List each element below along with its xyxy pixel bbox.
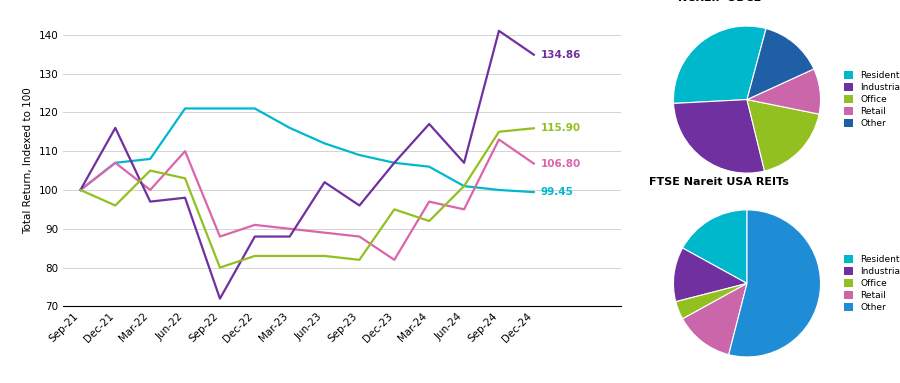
Text: 134.86: 134.86 — [541, 50, 581, 60]
Title: NCREIF ODCE: NCREIF ODCE — [678, 0, 761, 3]
Wedge shape — [747, 29, 814, 100]
Wedge shape — [682, 210, 747, 283]
Wedge shape — [673, 248, 747, 302]
Wedge shape — [673, 100, 764, 173]
Wedge shape — [676, 283, 747, 319]
Legend: Residential, Industrial, Office, Retail, Other: Residential, Industrial, Office, Retail,… — [843, 70, 900, 129]
Legend: Residential, Industrial, Office, Retail, Other: Residential, Industrial, Office, Retail,… — [843, 254, 900, 313]
Wedge shape — [747, 100, 819, 171]
Wedge shape — [682, 283, 747, 355]
Y-axis label: Total Return, Indexed to 100: Total Return, Indexed to 100 — [22, 87, 32, 234]
Wedge shape — [729, 210, 821, 357]
Title: FTSE Nareit USA REITs: FTSE Nareit USA REITs — [650, 177, 789, 187]
Wedge shape — [673, 26, 766, 103]
Text: 115.90: 115.90 — [541, 123, 580, 133]
Text: 99.45: 99.45 — [541, 187, 573, 197]
Text: 106.80: 106.80 — [541, 159, 581, 169]
Wedge shape — [747, 69, 821, 114]
